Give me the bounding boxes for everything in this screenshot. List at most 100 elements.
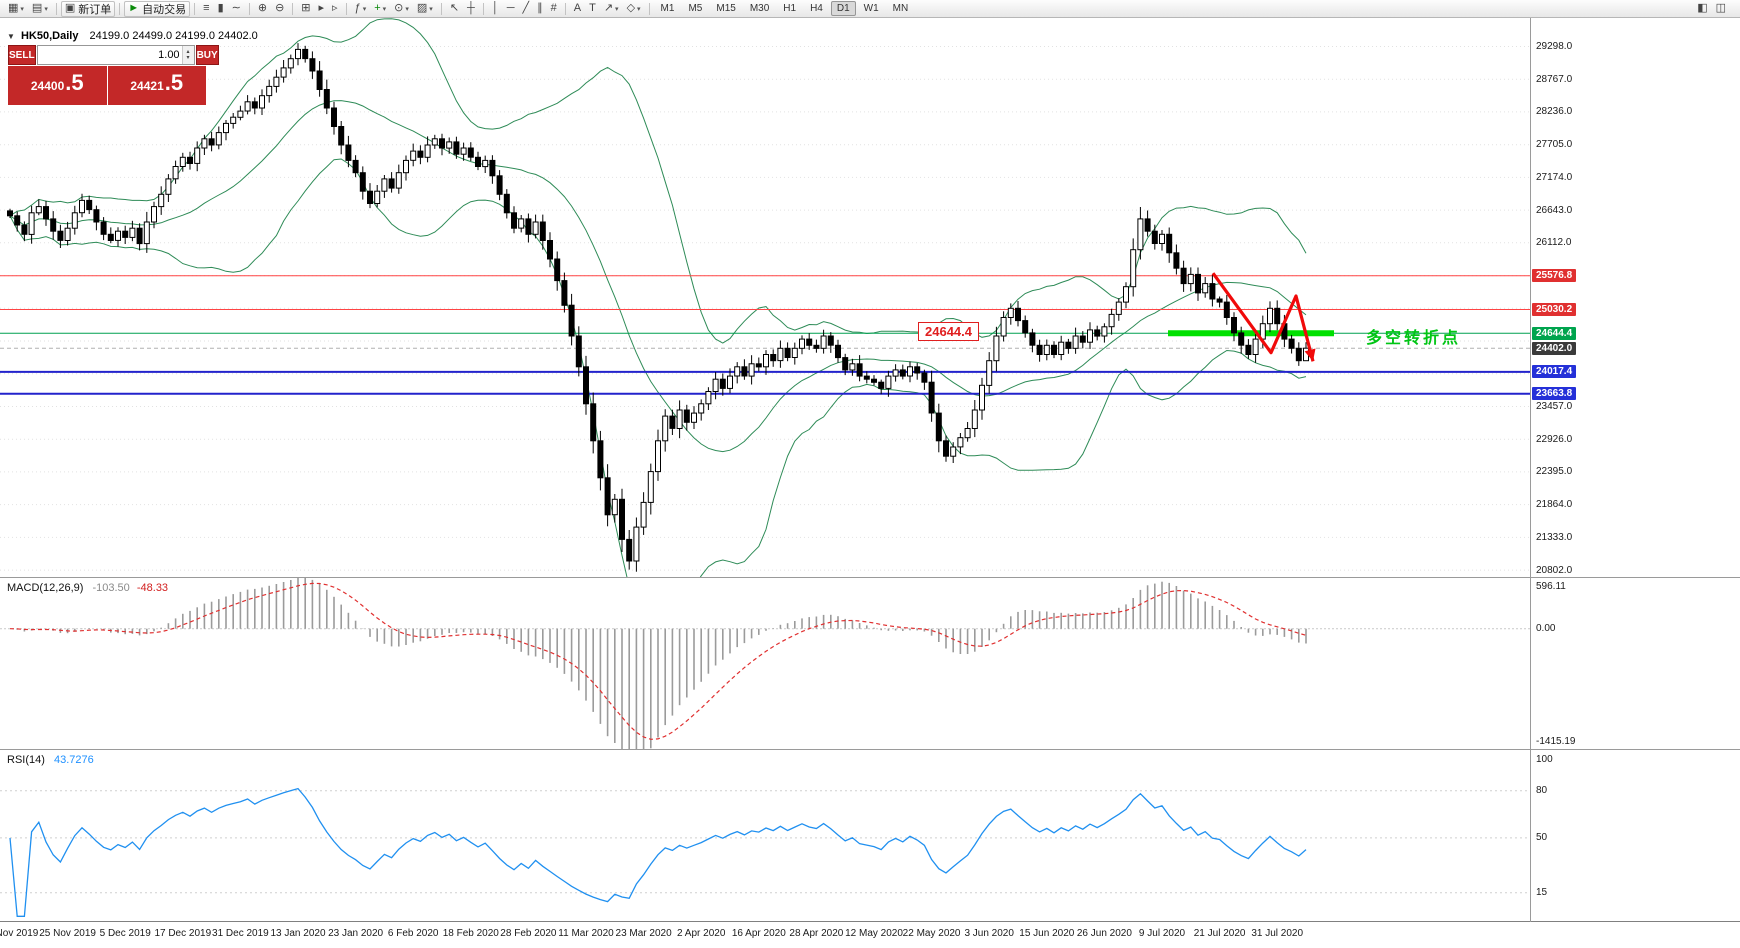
new-chart-button[interactable]: ▦ ▾	[4, 1, 28, 17]
date-axis-label: 28 Apr 2020	[789, 928, 844, 939]
dropdown-caret-icon: ▾	[615, 5, 619, 13]
dropdown-caret-icon: ▾	[362, 5, 367, 13]
profiles-button[interactable]: ▤ ▾	[28, 1, 52, 17]
indicators-button[interactable]: ƒ ▾	[351, 1, 371, 17]
dropdown-caret-icon: ▾	[405, 5, 409, 13]
new-order-button[interactable]: ▣ 新订单	[60, 0, 116, 17]
vertical-line-button[interactable]: │	[488, 1, 503, 17]
candlestick-chart-button[interactable]: ▮	[214, 1, 228, 17]
timeframe-w1-button[interactable]: W1	[863, 3, 879, 14]
auto-scroll-button[interactable]: ▸	[315, 1, 329, 17]
rsi-scale[interactable]: 100 80 50 15	[1531, 750, 1740, 921]
horizontal-line-button[interactable]: ─	[503, 1, 519, 17]
buy-price[interactable]: 24421 .5	[107, 66, 206, 105]
fibonacci-button[interactable]: #	[547, 1, 561, 17]
buy-price-main: 24421	[130, 79, 164, 93]
dropdown-caret-icon: ▾	[44, 5, 48, 13]
main-chart-canvas[interactable]	[0, 18, 1530, 577]
date-axis-label: 23 Mar 2020	[615, 928, 672, 939]
timeframe-m15-button[interactable]: M15	[716, 3, 736, 14]
date-axis-label: 12 May 2020	[845, 928, 903, 939]
volume-field: ▴ ▾	[36, 45, 195, 65]
shapes-icon: ◇	[626, 2, 636, 14]
toolbar-separator	[248, 2, 250, 15]
cursor-button[interactable]: ↖	[446, 1, 463, 17]
trendline-icon: ╱	[522, 2, 530, 14]
bar-chart-icon: ≡	[203, 2, 210, 14]
chart-title: ▼ HK50,Daily 24199.0 24499.0 24199.0 244…	[7, 30, 258, 42]
trendline-button[interactable]: ╱	[519, 1, 534, 17]
sell-button[interactable]: SELL	[8, 45, 36, 65]
timeframe-mn-button[interactable]: MN	[892, 3, 909, 14]
price-annotation-box[interactable]: 24644.4	[918, 322, 979, 341]
timeframe-h4-button[interactable]: H4	[810, 3, 823, 14]
volume-input[interactable]	[37, 46, 182, 64]
chart-shift-button[interactable]: ▹	[328, 1, 342, 17]
data-window-button[interactable]: ◧	[1693, 1, 1711, 17]
price-scale-label: 26112.0	[1536, 237, 1572, 249]
text-label-button[interactable]: T	[585, 1, 600, 17]
macd-scale[interactable]: 596.11 0.00 -1415.19	[1531, 578, 1740, 749]
toolbar-separator	[482, 2, 484, 15]
zoom-out-icon: ⊖	[275, 2, 285, 14]
timeframe-m30-button[interactable]: M30	[749, 3, 770, 14]
timeframe-m1-button[interactable]: M1	[660, 3, 675, 14]
text-button[interactable]: A	[570, 1, 585, 17]
add-indicator-button[interactable]: + ▾	[370, 1, 390, 17]
crosshair-button[interactable]: ┼	[463, 1, 479, 17]
macd-chart-canvas[interactable]	[0, 578, 1530, 749]
one-click-collapse-icon[interactable]: ▼	[7, 32, 15, 41]
price-scale-label: 27174.0	[1536, 171, 1573, 183]
timeframe-d1-button[interactable]: D1	[830, 1, 856, 16]
data-window-icon: ◧	[1697, 2, 1708, 14]
macd-label: MACD(12,26,9) -103.50 -48.33	[7, 582, 168, 594]
bar-chart-button[interactable]: ≡	[199, 1, 213, 17]
templates-button[interactable]: ▨ ▾	[413, 1, 437, 17]
buy-price-pips: .5	[164, 70, 184, 95]
date-axis-label: 26 Jun 2020	[1076, 928, 1132, 939]
price-scale-label: 21333.0	[1536, 531, 1573, 543]
zoom-out-button[interactable]: ⊖	[271, 1, 288, 17]
arrow-objects-icon: ↗	[603, 2, 614, 14]
rsi-label: RSI(14) 43.7276	[7, 754, 94, 766]
date-axis-label: 13 Nov 2019	[0, 928, 39, 939]
pivot-note-text[interactable]: 多空转折点	[1366, 330, 1462, 347]
shapes-button[interactable]: ◇ ▾	[623, 1, 645, 17]
price-scale[interactable]: 29298.0 28767.0 28236.0 27705.0 27174.0 26643…	[1531, 18, 1740, 577]
date-axis-label: 25 Nov 2019	[39, 928, 96, 939]
equidistant-channel-button[interactable]: ∥	[533, 1, 547, 17]
date-axis-label: 13 Jan 2020	[270, 928, 326, 939]
date-axis-label: 21 Jul 2020	[1193, 928, 1246, 939]
volume-down-icon[interactable]: ▾	[186, 55, 190, 61]
periods-button[interactable]: ⊙ ▾	[390, 1, 413, 17]
toolbar-separator	[55, 2, 57, 15]
docking-button[interactable]: ◫	[1712, 1, 1730, 17]
volume-up-icon[interactable]: ▴	[186, 49, 190, 55]
buy-button[interactable]: BUY	[195, 45, 219, 65]
dropdown-caret-icon: ▾	[382, 5, 387, 13]
line-chart-button[interactable]: ∼	[228, 1, 245, 17]
price-scale-label: 22926.0	[1536, 433, 1573, 445]
rsi-chart-canvas[interactable]	[0, 750, 1530, 921]
timeframe-m5-button[interactable]: M5	[688, 3, 703, 14]
tile-windows-button[interactable]: ⊞	[297, 1, 314, 17]
macd-main-value: -103.50	[92, 582, 130, 594]
date-axis-label: 15 Jun 2020	[1019, 928, 1075, 939]
rsi-scale-label: 15	[1536, 887, 1548, 899]
date-axis-label: 5 Dec 2019	[99, 928, 151, 939]
line-chart-icon: ∼	[231, 2, 241, 14]
dropdown-caret-icon: ▾	[429, 5, 433, 13]
auto-trading-button[interactable]: ► 自动交易	[124, 0, 191, 17]
date-axis-label: 3 Jun 2020	[964, 928, 1014, 939]
arrow-objects-button[interactable]: ↗ ▾	[600, 1, 623, 17]
dropdown-caret-icon: ▾	[20, 5, 24, 13]
main-chart-panel: ▼ HK50,Daily 24199.0 24499.0 24199.0 244…	[0, 18, 1740, 578]
zoom-in-button[interactable]: ⊕	[254, 1, 271, 17]
sell-price[interactable]: 24400 .5	[8, 66, 107, 105]
price-scale-label: 28236.0	[1536, 106, 1573, 118]
timeframe-h1-button[interactable]: H1	[783, 3, 797, 14]
price-level-badge: 24017.4	[1532, 365, 1577, 379]
date-axis-label: 9 Jul 2020	[1138, 928, 1186, 939]
